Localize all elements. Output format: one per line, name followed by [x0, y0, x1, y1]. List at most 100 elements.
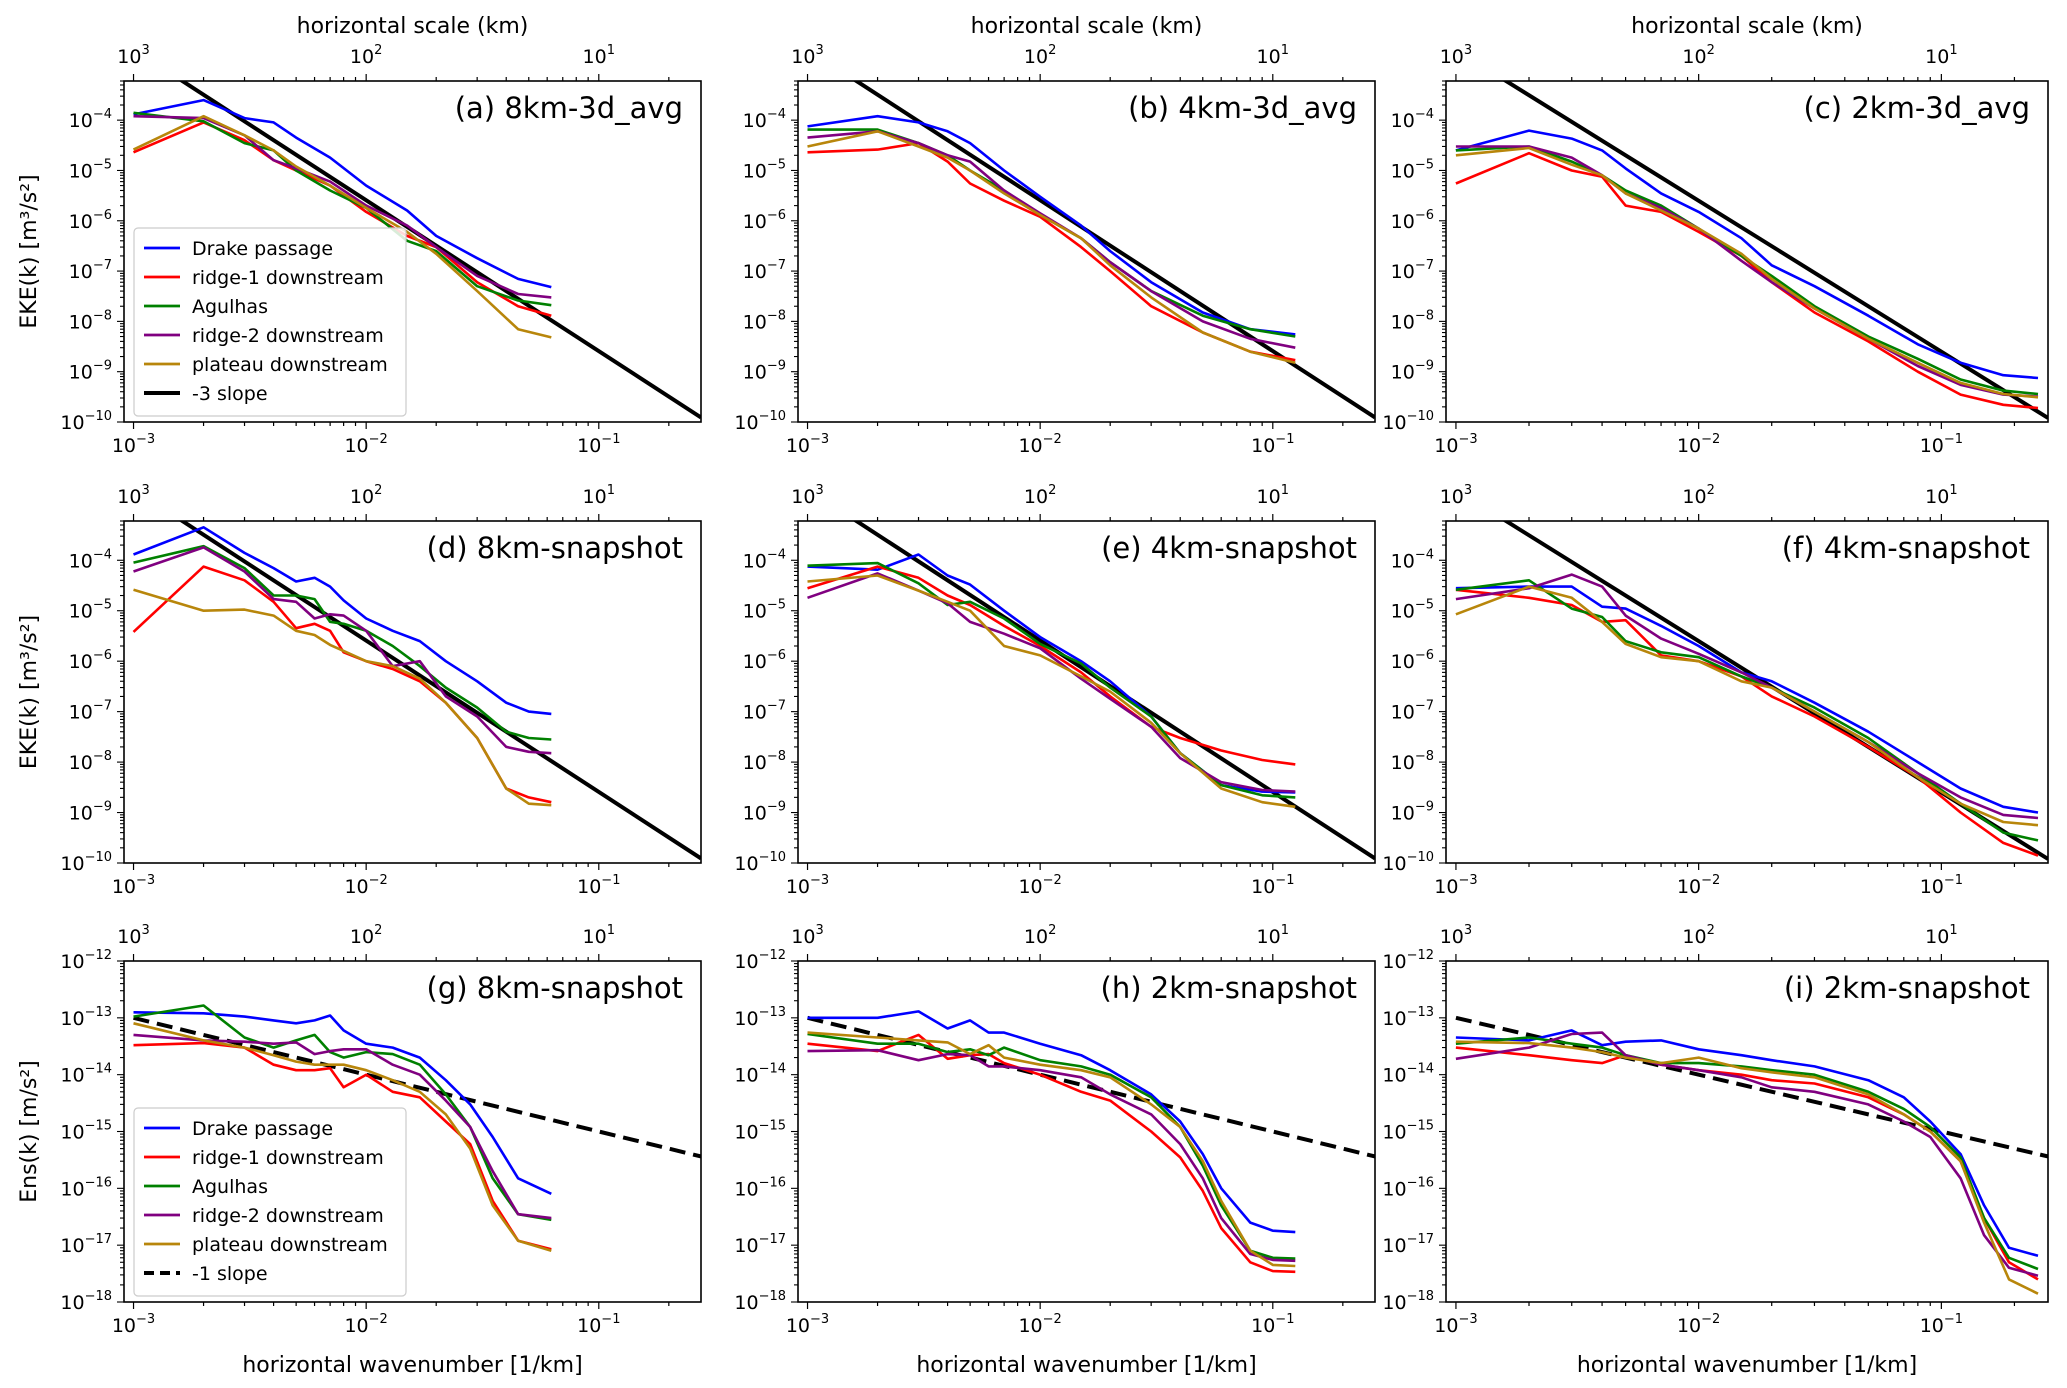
x-tick-label: 10−1: [1920, 432, 1963, 457]
y-tick-label: 10−18: [734, 1289, 786, 1314]
panel-c: 10−3 10−2 10−1 103 102 101 10−4 10−5 10−6 10−7 10−…: [1382, 14, 2049, 457]
y-ticks: [791, 520, 798, 864]
y-tick-label: 10−5: [743, 598, 786, 623]
top-tick-label: 103: [117, 483, 149, 508]
y-tick-label: 10−16: [60, 1175, 112, 1200]
y-tick-label: 10−7: [69, 258, 112, 283]
y-tick-label: 10−6: [1391, 208, 1434, 233]
legend-label: Agulhas: [192, 296, 268, 318]
top-tick-label: 101: [1925, 43, 1957, 68]
x-tick-label: 10−3: [786, 1312, 829, 1337]
y-tick-label: 10−15: [734, 1119, 786, 1144]
panel-title: (g) 8km-snapshot: [427, 971, 683, 1005]
y-tick-label: 10−10: [734, 850, 786, 875]
legend-label: Drake passage: [192, 238, 333, 260]
y-tick-label: 10−8: [1391, 308, 1434, 333]
axes-frame: [123, 520, 702, 864]
top-tick-label: 102: [1024, 43, 1056, 68]
legend-label: plateau downstream: [192, 354, 388, 376]
panel-title: (a) 8km-3d_avg: [455, 91, 683, 125]
panel-e: 10−3 10−2 10−1 103 102 101 10−4 10−5 10−6 10−7 10−…: [734, 483, 1376, 898]
y-tick-label: 10−10: [1382, 409, 1434, 434]
y-tick-label: 10−15: [1382, 1119, 1434, 1144]
y-tick-label: 10−13: [1382, 1005, 1434, 1030]
x-tick-label: 10−3: [1434, 1312, 1477, 1337]
y-tick-label: 10−9: [743, 800, 786, 825]
axes-frame: [1445, 80, 2049, 423]
y-ticks: [117, 80, 124, 423]
y-tick-label: 10−13: [734, 1005, 786, 1030]
y-tick-label: 10−9: [69, 800, 112, 825]
series-agulhas: [807, 1032, 1296, 1260]
x-tick-label: 10−2: [1018, 873, 1061, 898]
series-agulhas: [807, 561, 1296, 799]
x-tick-label: 10−1: [577, 1312, 620, 1337]
panel-title: (f) 4km-snapshot: [1782, 531, 2030, 565]
top-axis-label: horizontal scale (km): [1631, 14, 1863, 39]
x-axis-label: horizontal wavenumber [1/km]: [1577, 1353, 1917, 1378]
x-tick-label: 10−3: [112, 1312, 155, 1337]
y-tick-label: 10−8: [743, 308, 786, 333]
y-tick-label: 10−12: [60, 948, 112, 973]
y-tick-label: 10−5: [69, 157, 112, 182]
y-axis-label: EKE(k) [m³/s²]: [17, 615, 42, 769]
series-plateau-downstream: [807, 1031, 1296, 1268]
plot-area: [132, 521, 701, 861]
x-tick-label: 10−2: [344, 432, 387, 457]
plot-area: [133, 1004, 701, 1252]
top-tick-label: 103: [791, 923, 823, 948]
x-ticks: [132, 74, 670, 429]
panel-i: 10−3 10−2 10−1 103 102 101 10−12 10−13 10−14 10−1…: [1382, 923, 2049, 1378]
plot-area: [807, 81, 1375, 420]
series-ridge-2-downstream: [807, 130, 1296, 349]
series-drake-passage: [1455, 1029, 2039, 1258]
series-plateau-downstream: [132, 114, 552, 339]
legend-label: plateau downstream: [192, 1234, 388, 1256]
y-tick-label: 10−12: [1382, 948, 1434, 973]
x-ticks: [132, 954, 670, 1309]
y-tick-label: 10−7: [69, 699, 112, 724]
series-ridge-1-downstream: [1455, 588, 2039, 857]
y-tick-label: 10−8: [1391, 749, 1434, 774]
y-tick-label: 10−8: [69, 749, 112, 774]
series-agulhas: [1455, 578, 2039, 842]
series-ridge-1-downstream: [132, 565, 552, 804]
panel-g: 10−3 10−2 10−1 103 102 101 10−12 10−13 10−14 10−1…: [17, 923, 702, 1378]
plot-area: [1455, 521, 2048, 861]
x-tick-label: 10−1: [577, 873, 620, 898]
plot-area: [807, 1010, 1375, 1274]
top-tick-label: 102: [1682, 923, 1714, 948]
top-tick-label: 102: [1682, 43, 1714, 68]
x-tick-label: 10−2: [1677, 432, 1720, 457]
legend-label: Drake passage: [192, 1118, 333, 1140]
series-agulhas: [807, 128, 1296, 338]
y-tick-label: 10−7: [1391, 699, 1434, 724]
y-tick-label: 10−7: [1391, 258, 1434, 283]
y-tick-label: 10−10: [60, 850, 112, 875]
y-tick-label: 10−18: [60, 1289, 112, 1314]
series-plateau-downstream: [133, 588, 552, 807]
y-axis-label: Ens(k) [m/s²]: [17, 1060, 42, 1203]
series-drake-passage: [1455, 585, 2039, 814]
legend-label: ridge-2 downstream: [192, 325, 384, 347]
axes-frame: [1445, 960, 2049, 1303]
top-tick-label: 101: [583, 923, 615, 948]
plot-area: [807, 521, 1375, 861]
x-tick-label: 10−2: [1018, 1312, 1061, 1337]
y-tick-label: 10−17: [1382, 1232, 1434, 1257]
y-tick-label: 10−17: [734, 1232, 786, 1257]
series-ridge-2-downstream: [1455, 573, 2039, 820]
y-tick-label: 10−9: [743, 359, 786, 384]
x-tick-label: 10−2: [1018, 432, 1061, 457]
legend: Drake passage ridge-1 downstream Agulhas ri…: [133, 1107, 407, 1297]
legend-label: Agulhas: [192, 1176, 268, 1198]
y-tick-label: 10−16: [734, 1175, 786, 1200]
top-tick-label: 102: [350, 483, 382, 508]
y-ticks: [1439, 80, 1446, 423]
axes-frame: [123, 80, 702, 423]
y-tick-label: 10−5: [1391, 598, 1434, 623]
plot-area: [1455, 81, 2048, 420]
series-plateau-downstream: [133, 1022, 552, 1252]
series-ridge-2-downstream: [1455, 1031, 2039, 1277]
x-tick-label: 10−1: [1251, 1312, 1294, 1337]
